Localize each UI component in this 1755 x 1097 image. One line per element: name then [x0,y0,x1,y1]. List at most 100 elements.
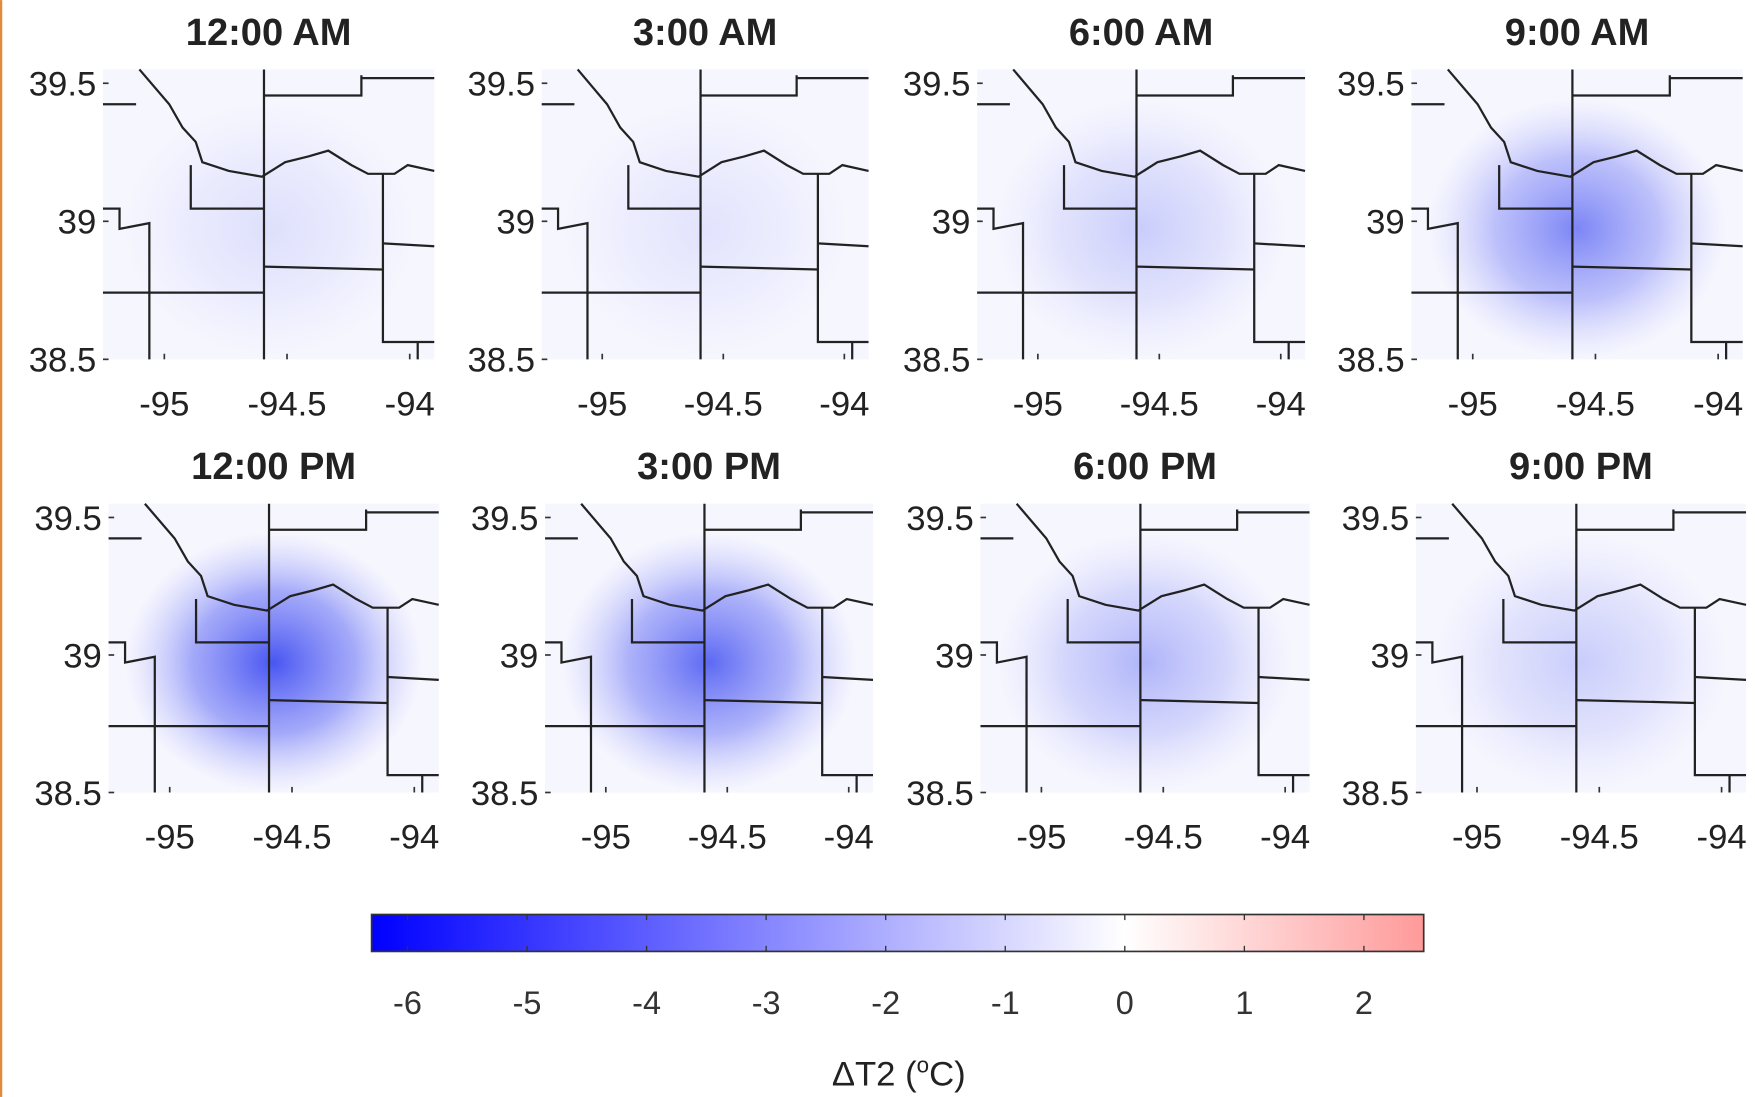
urban-signal [102,69,435,360]
map-panel: 3:00 AM 38.5 39 39.5 -95 -94.5 -94 [467,12,869,423]
y-tick-label: 39.5 [471,500,539,538]
y-tick-label: 38.5 [471,775,539,813]
panel-title: 9:00 AM [1505,12,1649,54]
map-panel: 6:00 PM 38.5 39 39.5 -95 -94.5 -94 [906,446,1310,856]
urban-signal [1411,69,1743,360]
x-tick-label: -94 [1260,818,1310,856]
x-tick-label: -94.5 [1556,385,1635,423]
y-tick-label: 38.5 [903,342,971,380]
boundary [1254,242,1306,248]
boundary [189,165,264,210]
panel-title: 12:00 PM [191,446,356,488]
boundary [1572,75,1671,97]
y-tick-label: 38.5 [34,775,102,813]
x-tick-label: -94.5 [688,818,767,856]
y-tick-label: 38.5 [906,775,974,813]
boundary [1136,75,1235,97]
colorbar-tick-label: -2 [871,985,900,1021]
boundary [977,207,1025,360]
panel-title: 3:00 AM [633,12,777,54]
x-tick-label: -95 [1448,385,1498,423]
urban-signal [1415,503,1747,793]
boundary [1136,265,1255,271]
boundary [1062,165,1137,210]
colorbar-label-main: ΔT2 ( [832,1056,917,1094]
boundary [387,675,439,681]
boundary [138,68,435,178]
y-tick-label: 39 [932,204,971,242]
colorbar-tick-label: 0 [1116,985,1134,1021]
x-tick-label: -94 [819,385,869,423]
x-tick-label: -94.5 [252,818,331,856]
boundary [700,265,818,271]
boundary [1012,68,1306,178]
x-tick-label: -95 [1016,818,1066,856]
boundary [1140,698,1259,705]
boundary [1572,265,1692,271]
x-tick-label: -95 [577,385,627,423]
y-tick-label: 38.5 [467,342,535,380]
colorbar-tick-label: 1 [1235,985,1253,1021]
boundary [1415,641,1464,793]
colorbar-tick-label: -4 [632,985,661,1021]
colorbar-tick-label: -1 [991,985,1020,1021]
boundary [144,503,439,612]
y-tick-label: 39.5 [1337,66,1405,104]
urban-signal [541,69,869,360]
boundary [627,165,701,210]
y-tick-label: 39 [58,204,97,242]
y-tick-label: 39.5 [1342,500,1410,538]
boundary [102,207,151,360]
boundary [1451,503,1747,612]
y-tick-label: 39.5 [906,500,974,538]
boundary [1691,242,1743,248]
x-tick-label: -94 [389,818,439,856]
y-tick-label: 39 [500,637,539,675]
boundary [1694,675,1747,681]
boundary [576,68,869,178]
map-panel: 9:00 PM 38.5 39 39.5 -95 -94.5 -94 [1342,446,1747,856]
y-tick-label: 38.5 [1337,342,1405,380]
panel-title: 3:00 PM [637,446,781,488]
boundary [1066,599,1141,644]
x-tick-label: -94 [1256,385,1306,423]
x-tick-label: -94.5 [684,385,763,423]
map-panel: 12:00 PM 38.5 39 39.5 -95 -94.5 -94 [34,446,439,856]
x-tick-label: -94 [385,385,435,423]
boundary [545,641,593,793]
x-tick-label: -94 [824,818,874,856]
boundary [263,75,363,97]
x-tick-label: -94 [1697,818,1747,856]
x-tick-label: -94.5 [1120,385,1199,423]
y-tick-label: 39.5 [903,66,971,104]
y-tick-label: 39 [63,637,102,675]
boundary [704,509,802,531]
colorbar-tick-label: -5 [513,985,542,1021]
boundary [1498,165,1573,210]
urban-signal [108,503,439,793]
colorbar-tick-label: -3 [752,985,781,1021]
x-tick-label: -95 [1013,385,1063,423]
y-tick-label: 39.5 [34,500,102,538]
y-tick-label: 39 [496,204,535,242]
panel-title: 6:00 AM [1069,12,1213,54]
boundary [700,75,798,97]
urban-signal [980,503,1310,793]
y-tick-label: 39 [1371,637,1410,675]
x-tick-label: -94.5 [1560,818,1639,856]
boundary [541,207,589,360]
boundary [822,675,874,681]
boundary [1411,207,1459,360]
colorbar [370,913,1425,953]
boundary [980,641,1028,793]
left-edge [0,0,3,1097]
boundary [1576,509,1675,531]
boundary [630,599,705,644]
boundary [817,242,869,248]
y-tick-label: 39 [1366,204,1405,242]
y-tick-label: 38.5 [1342,775,1410,813]
map-panel: 6:00 AM 38.5 39 39.5 -95 -94.5 -94 [903,12,1306,423]
y-tick-label: 39 [935,637,974,675]
boundary [580,503,874,612]
